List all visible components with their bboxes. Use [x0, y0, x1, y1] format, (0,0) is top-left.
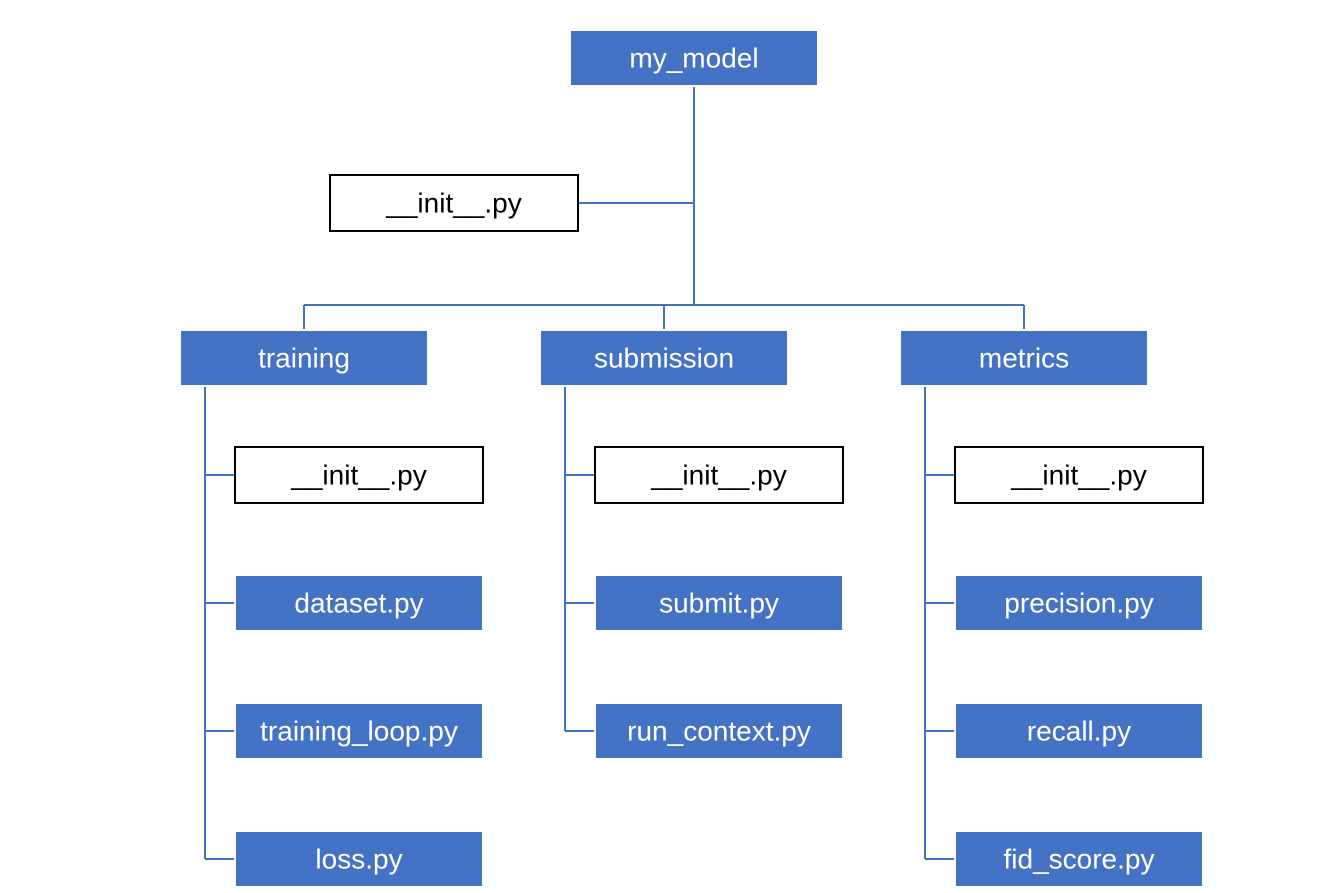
tree-node-label: precision.py: [1004, 588, 1153, 619]
tree-node: precision.py: [955, 575, 1203, 631]
tree-node-label: __init__.py: [385, 188, 521, 219]
tree-node: __init__.py: [330, 175, 578, 231]
tree-node-label: __init__.py: [1010, 460, 1146, 491]
directory-tree-diagram: my_model __init__.py training submission met…: [0, 0, 1337, 893]
tree-node: recall.py: [955, 703, 1203, 759]
tree-node: submit.py: [595, 575, 843, 631]
tree-node-label: my_model: [629, 43, 758, 74]
tree-node-label: training_loop.py: [260, 716, 458, 747]
tree-node: metrics: [900, 330, 1148, 386]
nodes-layer: my_model __init__.py training submission met…: [180, 30, 1203, 887]
tree-node-label: __init__.py: [290, 460, 426, 491]
tree-node-label: submit.py: [659, 588, 779, 619]
tree-node-label: recall.py: [1027, 716, 1131, 747]
tree-node-label: metrics: [979, 343, 1069, 374]
tree-node-label: __init__.py: [650, 460, 786, 491]
tree-node-label: training: [258, 343, 350, 374]
tree-node-label: loss.py: [315, 844, 402, 875]
tree-node: dataset.py: [235, 575, 483, 631]
tree-node-label: submission: [594, 343, 734, 374]
tree-node-label: run_context.py: [627, 716, 811, 747]
tree-node: submission: [540, 330, 788, 386]
tree-node: training: [180, 330, 428, 386]
tree-node: fid_score.py: [955, 831, 1203, 887]
tree-node: __init__.py: [595, 447, 843, 503]
tree-node: __init__.py: [955, 447, 1203, 503]
tree-node: training_loop.py: [235, 703, 483, 759]
tree-node: run_context.py: [595, 703, 843, 759]
tree-node-label: dataset.py: [294, 588, 423, 619]
tree-node: my_model: [570, 30, 818, 86]
tree-node-label: fid_score.py: [1004, 844, 1155, 875]
tree-node: __init__.py: [235, 447, 483, 503]
tree-node: loss.py: [235, 831, 483, 887]
